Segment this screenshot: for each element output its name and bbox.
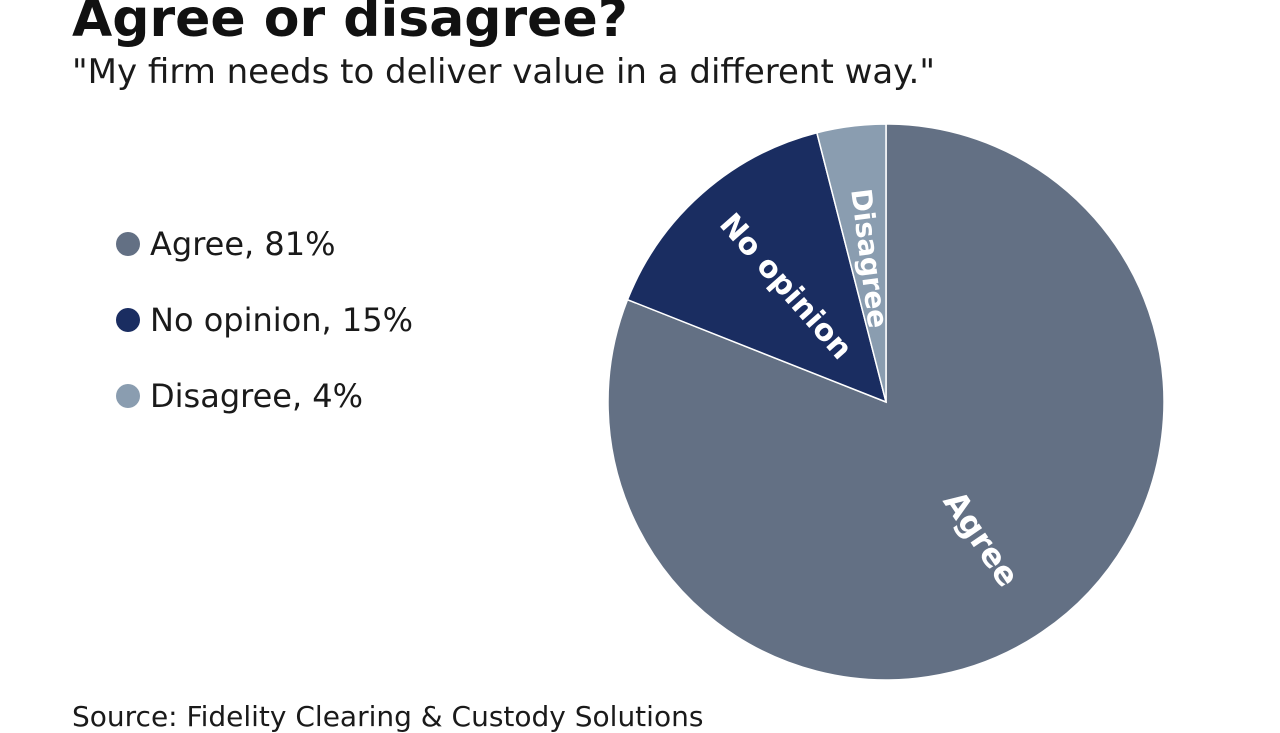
- source-note: Source: Fidelity Clearing & Custody Solu…: [72, 700, 704, 733]
- legend-item-agree: Agree, 81%: [116, 222, 413, 266]
- pie-slice-disagree: [815, 123, 887, 403]
- legend-item-no-opinion: No opinion, 15%: [116, 298, 413, 342]
- chart-subtitle: "My firm needs to deliver value in a dif…: [72, 52, 935, 92]
- legend-label-agree: Agree, 81%: [150, 225, 336, 263]
- pie-slice-no-opinion: [626, 131, 888, 404]
- legend-item-disagree: Disagree, 4%: [116, 374, 413, 418]
- legend: Agree, 81% No opinion, 15% Disagree, 4%: [116, 222, 413, 450]
- chart-title: Agree or disagree?: [72, 0, 628, 49]
- legend-dot-disagree: [116, 384, 140, 408]
- legend-label-disagree: Disagree, 4%: [150, 377, 364, 415]
- legend-dot-agree: [116, 232, 140, 256]
- legend-dot-no-opinion: [116, 308, 140, 332]
- legend-label-no-opinion: No opinion, 15%: [150, 301, 413, 339]
